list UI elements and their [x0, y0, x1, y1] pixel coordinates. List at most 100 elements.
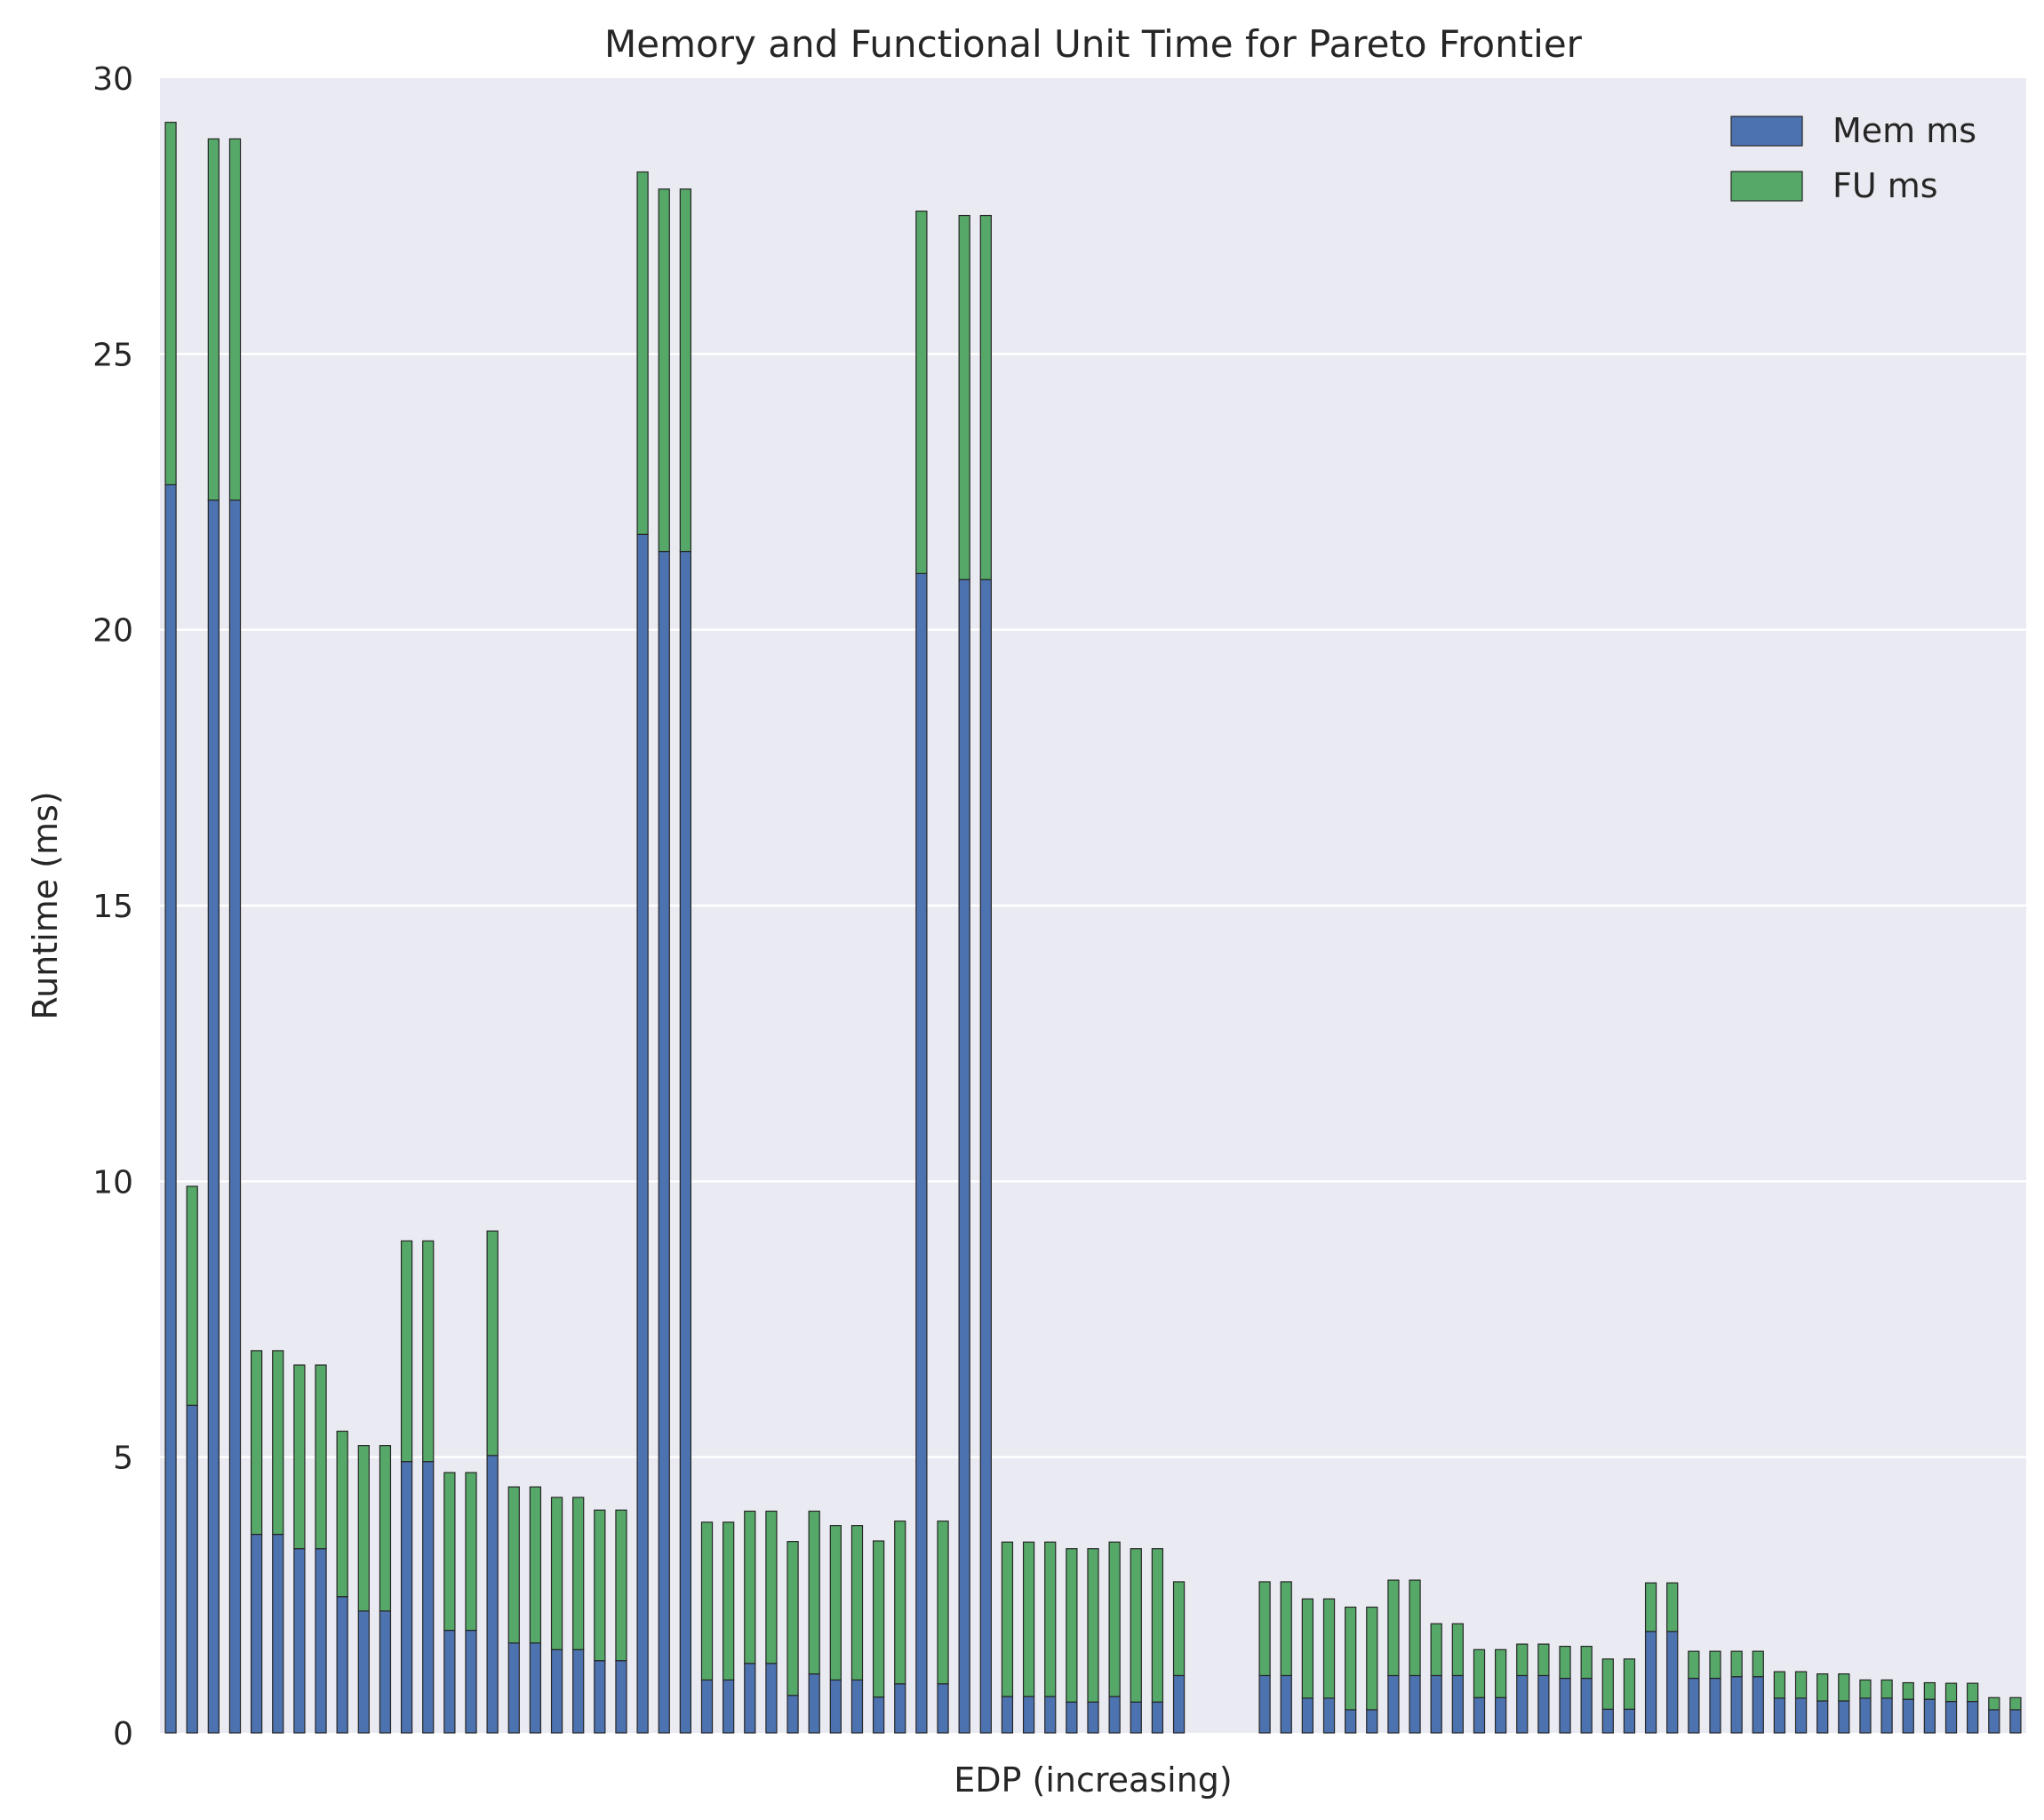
bar-fu-31	[808, 1510, 820, 1675]
bar-mem-39	[979, 579, 992, 1734]
bar-fu-44	[1087, 1548, 1099, 1703]
bar-mem-77	[1794, 1697, 1808, 1734]
bar-mem-17	[507, 1642, 520, 1734]
bar-mem-14	[443, 1629, 456, 1734]
bar-fu-71	[1666, 1582, 1679, 1632]
bar-mem-63	[1494, 1696, 1507, 1734]
y-tick-labels: 0 5 10 15 20 25 30	[92, 61, 133, 1752]
bar-fu-43	[1066, 1548, 1078, 1703]
bar-mem-9	[336, 1596, 348, 1734]
bar-fu-48	[1172, 1581, 1186, 1677]
bar-fu-58	[1387, 1579, 1400, 1677]
bar-fu-54	[1301, 1598, 1314, 1699]
bar-mem-42	[1044, 1696, 1057, 1734]
bar-mem-5	[250, 1533, 263, 1734]
bar-fu-85	[1967, 1682, 1979, 1703]
bar-mem-45	[1108, 1696, 1121, 1734]
bar-fu-22	[615, 1509, 627, 1662]
bar-mem-16	[486, 1455, 499, 1734]
bar-mem-83	[1923, 1698, 1936, 1734]
bar-fu-39	[979, 214, 992, 580]
bar-mem-58	[1387, 1674, 1400, 1734]
bar-fu-11	[379, 1445, 392, 1612]
bar-fu-55	[1322, 1598, 1336, 1699]
bar-fu-29	[765, 1510, 778, 1664]
bar-mem-78	[1816, 1700, 1829, 1734]
bar-fu-60	[1430, 1623, 1442, 1677]
bar-fu-13	[422, 1240, 435, 1463]
bar-fu-17	[507, 1486, 520, 1644]
bar-fu-72	[1688, 1650, 1700, 1680]
bar-fu-27	[723, 1521, 735, 1681]
bar-mem-69	[1623, 1708, 1636, 1734]
bar-fu-37	[937, 1521, 949, 1685]
bar-fu-64	[1516, 1643, 1529, 1677]
bar-fu-81	[1880, 1679, 1893, 1699]
bar-fu-65	[1537, 1643, 1550, 1677]
bar-fu-26	[700, 1521, 714, 1681]
bar-fu-30	[786, 1541, 799, 1696]
bar-mem-31	[808, 1672, 820, 1734]
y-tick-label: 5	[113, 1441, 133, 1477]
bar-fu-41	[1022, 1541, 1035, 1697]
bar-fu-47	[1151, 1548, 1164, 1703]
bar-mem-67	[1580, 1677, 1593, 1734]
bar-fu-66	[1559, 1645, 1571, 1680]
bar-fu-35	[894, 1521, 906, 1685]
bar-fu-82	[1902, 1681, 1914, 1700]
bar-fu-75	[1752, 1650, 1764, 1678]
bar-mem-40	[1001, 1696, 1014, 1734]
bar-mem-33	[850, 1679, 864, 1734]
bar-fu-78	[1816, 1672, 1829, 1702]
bar-mem-22	[615, 1660, 627, 1734]
bar-fu-5	[250, 1350, 263, 1536]
bar-mem-28	[744, 1663, 756, 1734]
bar-mem-8	[315, 1548, 327, 1734]
bar-mem-61	[1451, 1674, 1464, 1734]
bar-fu-76	[1773, 1671, 1786, 1699]
legend-label-mem: Mem ms	[1832, 111, 1976, 150]
bar-fu-40	[1001, 1541, 1014, 1697]
bar-mem-46	[1130, 1701, 1142, 1734]
bar-mem-4	[228, 499, 242, 1734]
bar-fu-33	[850, 1525, 864, 1681]
bar-mem-3	[207, 499, 220, 1734]
bar-mem-64	[1516, 1674, 1529, 1734]
bar-fu-61	[1451, 1623, 1464, 1677]
bar-fu-12	[400, 1240, 413, 1463]
bar-fu-74	[1730, 1650, 1743, 1678]
bar-mem-65	[1537, 1674, 1550, 1734]
bar-mem-48	[1172, 1674, 1186, 1734]
bar-fu-52	[1258, 1581, 1271, 1677]
bar-fu-14	[443, 1472, 456, 1632]
bar-mem-6	[272, 1533, 284, 1734]
bars	[164, 122, 2022, 1734]
bar-fu-9	[336, 1430, 348, 1598]
bar-fu-80	[1859, 1679, 1872, 1699]
bar-fu-34	[872, 1540, 885, 1698]
bar-mem-11	[379, 1610, 392, 1734]
bar-fu-16	[486, 1230, 499, 1457]
bar-fu-79	[1838, 1672, 1850, 1702]
bar-fu-10	[357, 1445, 370, 1612]
bar-fu-36	[915, 210, 928, 574]
bar-mem-7	[293, 1548, 306, 1734]
bar-fu-84	[1944, 1682, 1958, 1703]
y-axis-label: Runtime (ms)	[26, 791, 65, 1019]
bar-mem-72	[1688, 1677, 1700, 1734]
bar-fu-19	[550, 1497, 563, 1650]
bar-fu-6	[272, 1350, 284, 1536]
bar-mem-59	[1409, 1674, 1421, 1734]
bar-mem-79	[1838, 1700, 1850, 1734]
bar-fu-56	[1345, 1606, 1357, 1711]
bar-mem-60	[1430, 1674, 1442, 1734]
bar-fu-70	[1644, 1582, 1657, 1632]
bar-mem-76	[1773, 1697, 1786, 1734]
bar-fu-20	[572, 1497, 585, 1650]
y-tick-label: 20	[92, 613, 133, 650]
bar-mem-21	[594, 1660, 606, 1734]
bar-mem-19	[550, 1648, 563, 1734]
bar-mem-52	[1258, 1674, 1271, 1734]
bar-mem-32	[829, 1679, 842, 1734]
